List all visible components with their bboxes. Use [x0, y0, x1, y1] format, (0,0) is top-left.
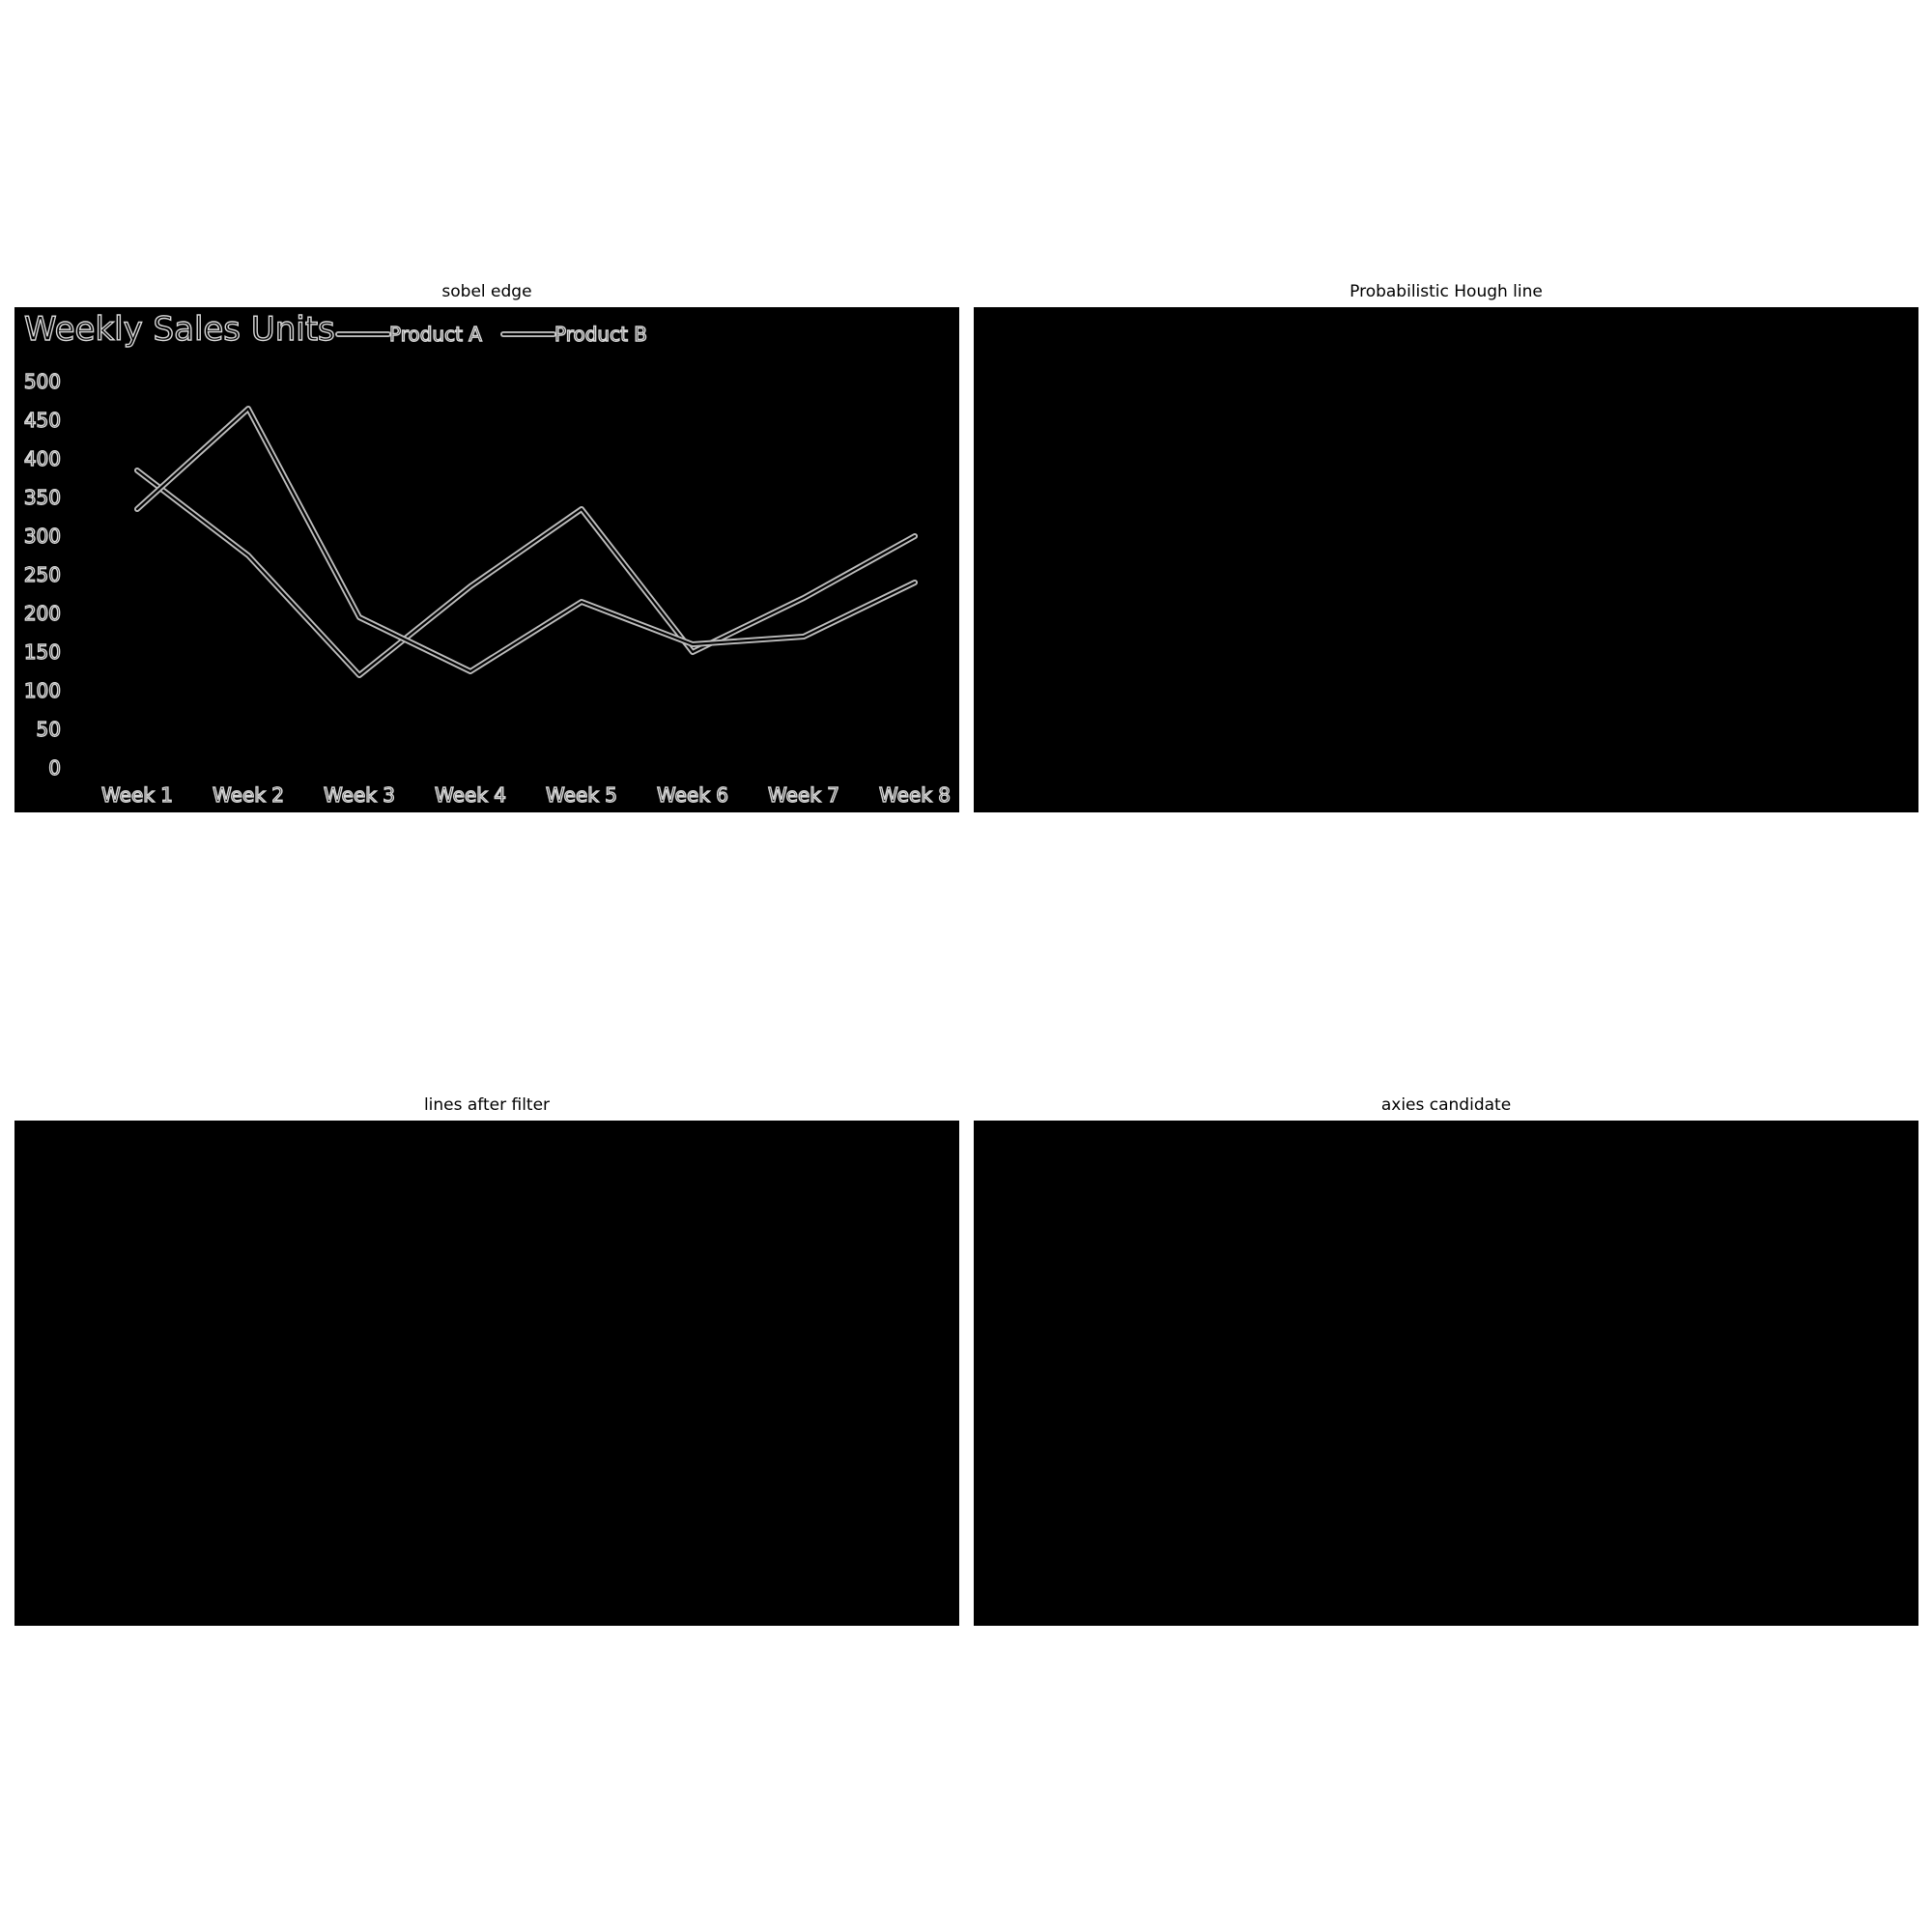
- panel-title-lines-after-filter: lines after filter: [423, 1095, 551, 1115]
- series-line-outline-0: [134, 468, 918, 678]
- lines-after-filter-panel: [14, 1121, 959, 1626]
- y-tick-label: 300: [24, 525, 61, 548]
- y-axis-ticks: 0 50 100 150 200 250 300 350 400 450 500: [23, 369, 62, 780]
- x-axis-ticks: Week 1 Week 2 Week 3 Week 4 Week 5 Week 6 Week…: [100, 782, 951, 807]
- hough-line-panel: [974, 307, 1918, 812]
- y-tick-label: 350: [24, 486, 61, 509]
- legend-label: Product B: [554, 323, 647, 346]
- chart-series: [134, 406, 918, 678]
- x-tick-label: Week 5: [546, 783, 617, 807]
- series-line-outline-1: [134, 406, 918, 674]
- panel-title-hough-line: Probabilistic Hough line: [1350, 282, 1543, 301]
- y-tick-label: 400: [24, 447, 61, 470]
- legend-item: Product B: [500, 322, 648, 347]
- series-line-1: [135, 407, 917, 673]
- x-tick-label: Week 8: [879, 783, 951, 807]
- x-tick-label: Week 6: [657, 783, 728, 807]
- x-tick-label: Week 2: [213, 783, 284, 807]
- y-tick-label: 200: [24, 602, 61, 625]
- x-tick-label: Week 3: [324, 783, 395, 807]
- sobel-edge-panel: Weekly Sales Units Product A Product B 0 5…: [14, 307, 959, 812]
- chart-title: Weekly Sales Units: [24, 310, 335, 349]
- legend-label: Product A: [389, 323, 482, 346]
- chart-legend: Product A Product B: [335, 322, 648, 347]
- y-tick-label: 450: [24, 409, 61, 432]
- x-tick-label: Week 7: [768, 783, 839, 807]
- series-line-0: [135, 469, 917, 677]
- y-tick-label: 500: [24, 370, 61, 393]
- sobel-edge-chart: Weekly Sales Units Product A Product B 0 5…: [23, 309, 952, 807]
- panel-title-axies-candidate: axies candidate: [1380, 1095, 1512, 1115]
- x-tick-label: Week 4: [435, 783, 506, 807]
- panel-title-sobel-edge: sobel edge: [441, 282, 532, 301]
- y-tick-label: 250: [24, 563, 61, 586]
- legend-item: Product A: [335, 322, 483, 347]
- axies-candidate-panel: [974, 1121, 1918, 1626]
- x-tick-label: Week 1: [101, 783, 173, 807]
- y-tick-label: 150: [24, 640, 61, 664]
- y-tick-label: 50: [37, 718, 61, 741]
- y-tick-label: 100: [24, 679, 61, 702]
- y-tick-label: 0: [48, 756, 61, 780]
